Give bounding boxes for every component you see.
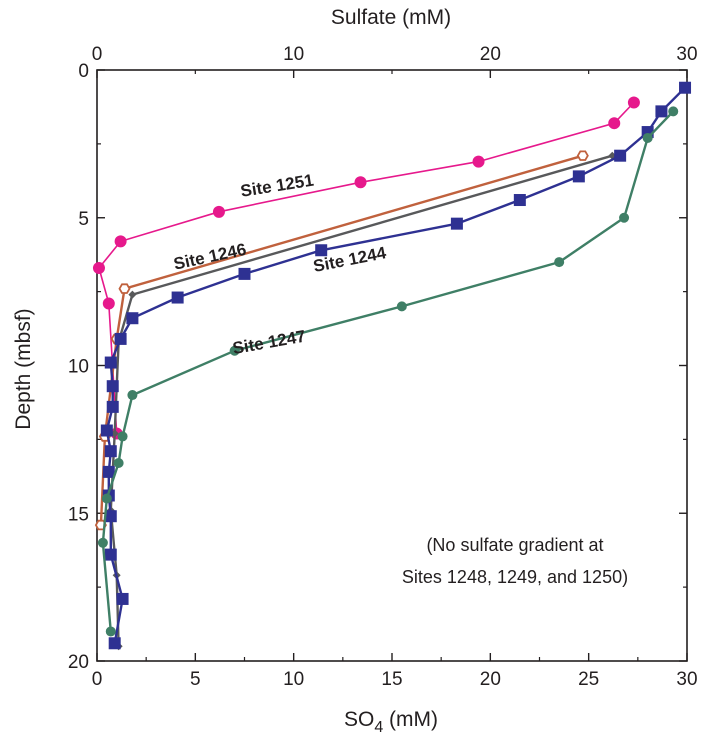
bottom-axis-title: SO4 (mM) <box>344 708 438 736</box>
site-1244-point <box>641 126 654 139</box>
site-1244-group <box>100 81 692 650</box>
site-1244-point <box>513 194 526 207</box>
note-line-2: Sites 1248, 1249, and 1250) <box>402 567 628 587</box>
site-1247-point <box>105 626 116 637</box>
site-1247-line <box>101 110 675 632</box>
site-1247-point <box>668 106 679 117</box>
site-1251-point <box>102 297 115 310</box>
site-1251-point <box>212 205 225 218</box>
bottom-tick-label: 20 <box>480 669 501 690</box>
bottom-axis-title-subscript: 4 <box>374 719 383 736</box>
site-1244-point <box>116 592 129 605</box>
site-1247-point <box>113 458 124 469</box>
site-1246-line <box>99 154 584 526</box>
site-1244-point <box>104 510 117 523</box>
top-tick-label: 30 <box>676 44 697 65</box>
site-1251-point <box>354 176 367 189</box>
site-1244-point <box>171 291 184 304</box>
site-1246-group <box>94 150 589 531</box>
site-1247-point <box>396 301 407 312</box>
y-tick-label: 5 <box>78 209 89 230</box>
y-tick-label: 20 <box>68 652 89 673</box>
site-1244-point <box>126 312 139 325</box>
site-1250-point <box>128 290 137 299</box>
y-axis-title: Depth (mbsf) <box>12 308 35 429</box>
site-1247-point <box>554 257 565 268</box>
site-1244-point <box>679 81 692 94</box>
site-1247-point <box>229 345 240 356</box>
site-1244-point <box>104 445 117 458</box>
axis-ticks: 0 5 10 15 20 25 30 0 10 20 30 0 5 10 15 20 <box>68 44 698 690</box>
site-1244-point <box>238 267 251 280</box>
site-1247-point <box>127 390 138 401</box>
site-1246-point <box>118 283 131 294</box>
site-1251-label: Site 1251 <box>239 171 315 201</box>
site-1247-label: Site 1247 <box>231 327 307 359</box>
site-1246-point <box>576 150 589 161</box>
y-tick-label: 10 <box>68 357 89 378</box>
site-1251-group <box>92 96 640 440</box>
site-1247-point <box>97 537 108 548</box>
bottom-tick-label: 30 <box>676 669 697 690</box>
y-tick-label: 15 <box>68 504 89 525</box>
site-1244-point <box>104 356 117 369</box>
site-1247-point <box>117 431 128 442</box>
site-1244-point <box>102 465 115 478</box>
site-1251-point <box>608 117 621 130</box>
site-1251-point <box>92 261 105 274</box>
site-1247-point <box>101 493 112 504</box>
site-1247-group <box>97 106 679 637</box>
site-1251-point <box>627 96 640 109</box>
site-1244-point <box>614 149 627 162</box>
y-tick-label: 0 <box>78 61 89 82</box>
top-tick-label: 10 <box>283 44 304 65</box>
top-tick-label: 0 <box>92 44 103 65</box>
top-axis-title: Sulfate (mM) <box>331 6 451 29</box>
bottom-tick-label: 0 <box>92 669 103 690</box>
site-1244-point <box>114 332 127 345</box>
bottom-tick-label: 15 <box>381 669 402 690</box>
site-1244-point <box>315 244 328 257</box>
site-1244-point <box>106 380 119 393</box>
site-1244-point <box>104 548 117 561</box>
site-1244-line <box>105 86 686 644</box>
site-1244-point <box>572 170 585 183</box>
bottom-axis-title-main: SO <box>344 708 374 731</box>
site-1244-point <box>655 105 668 118</box>
site-1244-point <box>106 400 119 413</box>
site-1251-point <box>472 155 485 168</box>
site-1244-point <box>100 424 113 437</box>
bottom-tick-label: 5 <box>190 669 201 690</box>
site-1251-point <box>114 235 127 248</box>
site-1247-point <box>619 212 630 223</box>
site-1244-point <box>108 637 121 650</box>
site-1246-label: Site 1246 <box>172 240 248 274</box>
bottom-tick-label: 10 <box>283 669 304 690</box>
series-layer <box>92 81 692 651</box>
bottom-tick-label: 25 <box>578 669 599 690</box>
bottom-axis-title-unit: (mM) <box>383 708 438 731</box>
site-1247-point <box>642 132 653 143</box>
site-1244-point <box>450 217 463 230</box>
note-line-1: (No sulfate gradient at <box>426 535 603 555</box>
top-tick-label: 20 <box>480 44 501 65</box>
